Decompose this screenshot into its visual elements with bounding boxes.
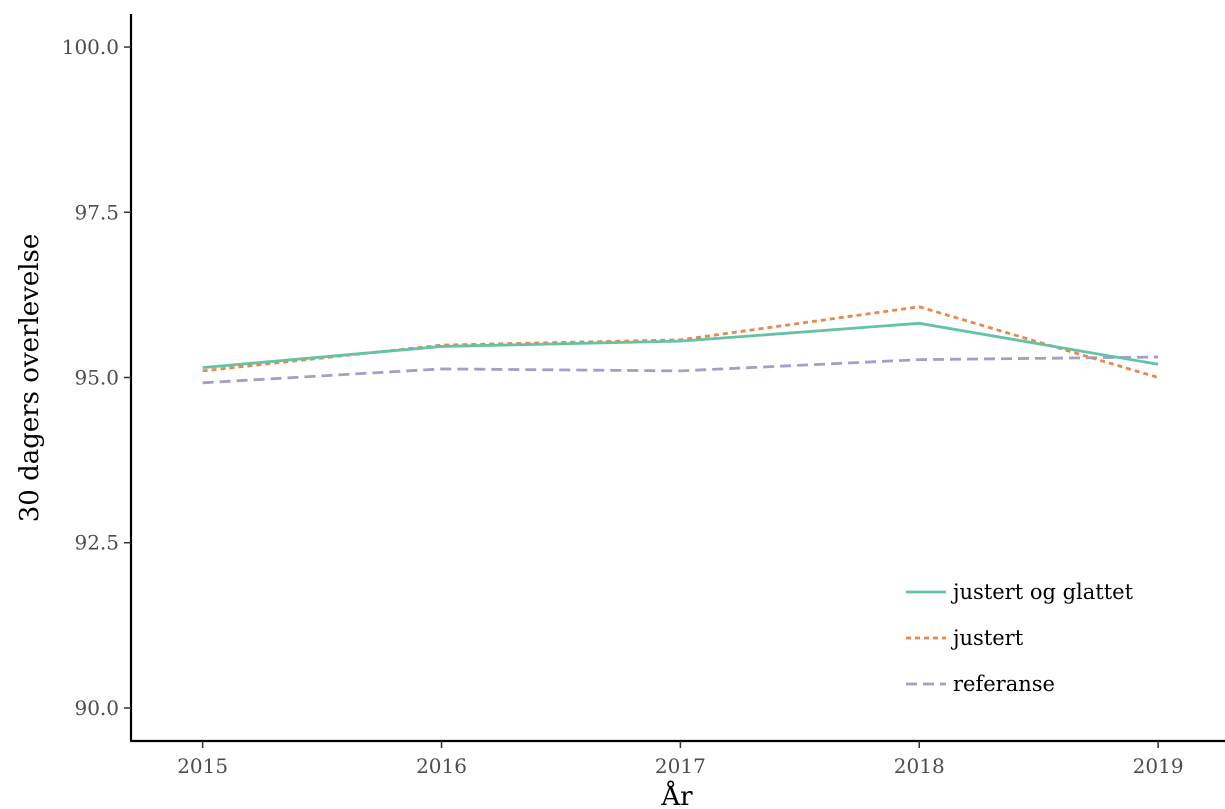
x-tick-label: 2016: [416, 754, 467, 778]
x-tick-label: 2015: [177, 754, 228, 778]
y-tick-label: 90.0: [74, 696, 119, 720]
x-tick-label: 2017: [655, 754, 706, 778]
series-line-3: [202, 355, 1159, 385]
legend: justert og glattet justert referanse: [906, 580, 1134, 696]
legend-label-3: referanse: [953, 672, 1055, 696]
y-tick-label: 92.5: [74, 531, 119, 555]
series-line-1: [202, 321, 1159, 369]
legend-label-2: justert: [950, 626, 1024, 650]
x-tick-label: 2018: [894, 754, 945, 778]
y-tick-label: 100.0: [62, 35, 119, 59]
series-lines: [202, 305, 1159, 385]
y-axis-title: 30 dagers overlevelse: [15, 234, 45, 523]
y-tick-label: 97.5: [74, 200, 119, 224]
x-axis-title: År: [660, 780, 693, 809]
x-tick-label: 2019: [1133, 754, 1184, 778]
y-tick-label: 95.0: [74, 366, 119, 390]
x-axis-ticks: 2015 2016 2017 2018 2019: [177, 741, 1184, 778]
legend-label-1: justert og glattet: [950, 580, 1134, 604]
y-axis-ticks: 90.0 92.5 95.0 97.5 100.0: [62, 35, 131, 720]
